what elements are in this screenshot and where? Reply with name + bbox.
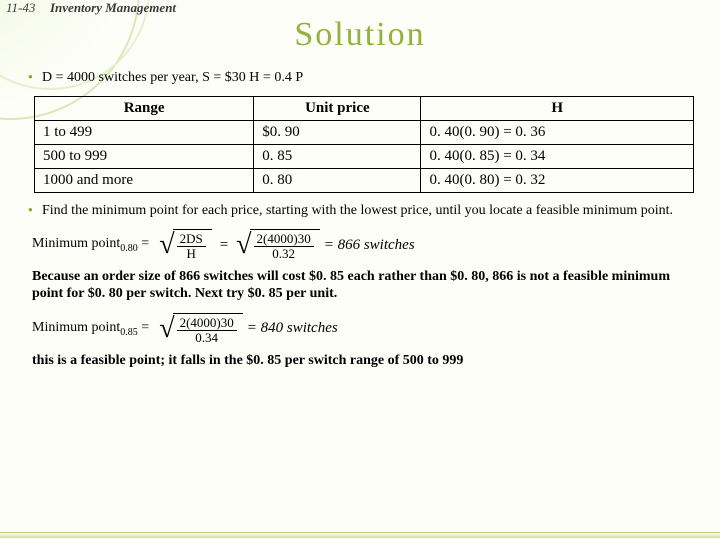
table-row: 1 to 499 $0. 90 0. 40(0. 90) = 0. 36	[35, 121, 694, 145]
cell-price: 0. 80	[254, 169, 421, 193]
pricing-table: Range Unit price H 1 to 499 $0. 90 0. 40…	[34, 96, 694, 193]
cell-price: 0. 85	[254, 145, 421, 169]
sqrt-icon: √ 2DS H	[159, 229, 212, 261]
sqrt-icon: √ 2(4000)30 0.34	[159, 313, 243, 345]
table-row: 500 to 999 0. 85 0. 40(0. 85) = 0. 34	[35, 145, 694, 169]
cell-h: 0. 40(0. 80) = 0. 32	[421, 169, 694, 193]
cell-price: $0. 90	[254, 121, 421, 145]
eq1-formula: √ 2DS H = √ 2(4000)30 0.32 = 86	[159, 229, 414, 261]
cell-h: 0. 40(0. 85) = 0. 34	[421, 145, 694, 169]
slide-header: 11-43 Inventory Management Solution	[0, 0, 720, 70]
slide-content: D = 4000 switches per year, S = $30 H = …	[0, 70, 720, 369]
slide-number: 11-43	[6, 0, 35, 16]
eq1-result: = 866 switches	[324, 237, 415, 254]
paragraph-feasible: this is a feasible point; it falls in th…	[32, 353, 698, 370]
eq2-label: Minimum point0.85 =	[32, 320, 149, 338]
paragraph-infeasible: Because an order size of 866 switches wi…	[32, 269, 698, 303]
eq2-formula: √ 2(4000)30 0.34 = 840 switches	[159, 313, 338, 345]
footer-decoration	[0, 532, 720, 538]
bullet-givens: D = 4000 switches per year, S = $30 H = …	[28, 70, 702, 86]
eq2-result: = 840 switches	[247, 320, 338, 337]
col-price: Unit price	[254, 97, 421, 121]
cell-range: 500 to 999	[35, 145, 254, 169]
chapter-title: Inventory Management	[50, 0, 176, 16]
page-title: Solution	[0, 16, 720, 54]
table-header-row: Range Unit price H	[35, 97, 694, 121]
equation-1: Minimum point0.80 = √ 2DS H = √ 2(4000)3…	[32, 229, 698, 261]
cell-range: 1000 and more	[35, 169, 254, 193]
table-row: 1000 and more 0. 80 0. 40(0. 80) = 0. 32	[35, 169, 694, 193]
cell-h: 0. 40(0. 90) = 0. 36	[421, 121, 694, 145]
bullet-instruction: Find the minimum point for each price, s…	[28, 203, 702, 219]
equation-2: Minimum point0.85 = √ 2(4000)30 0.34 = 8…	[32, 313, 698, 345]
cell-range: 1 to 499	[35, 121, 254, 145]
sqrt-icon: √ 2(4000)30 0.32	[236, 229, 320, 261]
eq1-label: Minimum point0.80 =	[32, 236, 149, 254]
col-h: H	[421, 97, 694, 121]
col-range: Range	[35, 97, 254, 121]
